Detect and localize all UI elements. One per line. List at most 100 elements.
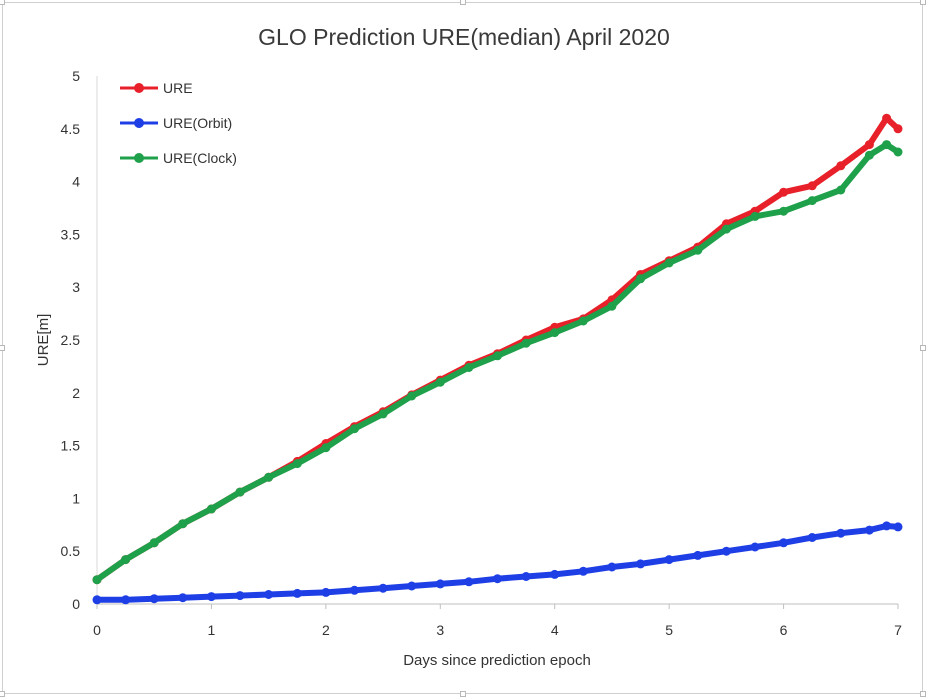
data-point [464,363,474,372]
resize-handle-right[interactable] [920,345,926,351]
x-tick-label: 7 [894,622,902,638]
legend-swatch-marker [134,118,144,128]
data-point [882,521,892,531]
legend-label: URE(Orbit) [163,115,232,131]
data-point [664,555,674,565]
data-point [779,206,789,216]
data-point [664,258,674,268]
data-point [882,113,892,123]
data-point [292,588,302,598]
data-point [550,328,560,338]
data-point [693,550,703,560]
y-axis-ticks: 0 0.5 1 1.5 2 2.5 3 3.5 4 4.5 5 [61,68,81,612]
y-tick-label: 4.5 [61,121,81,137]
data-point [350,585,359,595]
resize-handle-top-left[interactable] [0,0,5,5]
data-point [864,140,874,150]
resize-handle-bottom-right[interactable] [920,691,926,697]
data-point [435,377,445,387]
data-point [235,487,245,497]
data-point [636,559,645,569]
data-point [807,196,817,206]
legend-label: URE(Clock) [163,150,237,166]
series-line [94,522,901,603]
x-axis-ticks: 0 1 2 3 4 5 6 7 [93,604,902,638]
series-ure-orbit- [92,521,903,605]
data-point [521,338,531,348]
data-point [893,147,903,157]
data-point [493,351,502,361]
x-tick-label: 3 [436,622,444,638]
data-point [350,424,359,434]
x-tick-label: 4 [551,622,559,638]
data-point [264,472,274,482]
data-point [836,161,846,171]
data-point [578,566,588,576]
data-point [178,593,188,603]
data-point [121,555,131,565]
legend-item: URE(Clock) [120,150,237,166]
data-point [206,504,216,514]
data-point [321,443,331,453]
data-point [836,185,846,195]
data-point [607,562,617,572]
data-point [521,572,531,581]
series-layer [92,113,903,605]
data-point [779,538,789,548]
data-point [407,391,417,401]
legend-item: URE [120,80,193,96]
data-point [807,533,817,542]
chart-title: GLO Prediction URE(median) April 2020 [258,24,670,50]
data-point [893,522,903,532]
series-line [94,141,901,583]
series-ure [92,113,903,585]
data-point [149,594,159,604]
data-point [149,538,159,548]
x-tick-label: 0 [93,622,101,638]
data-point [750,542,760,552]
y-tick-label: 3.5 [61,226,81,242]
legend-swatch-marker [134,153,144,163]
data-point [807,181,817,191]
y-tick-label: 0 [72,596,80,612]
legend-label: URE [163,80,193,96]
y-tick-label: 5 [72,68,80,84]
x-axis-label: Days since prediction epoch [403,652,591,669]
resize-handle-top-right[interactable] [920,0,926,5]
y-tick-label: 0.5 [61,543,81,559]
data-point [264,590,274,599]
data-point [378,409,388,419]
data-point [435,579,445,589]
y-tick-label: 4 [72,174,80,190]
data-point [864,525,874,535]
data-point [636,274,645,284]
series-ure-clock- [92,140,903,585]
x-tick-label: 5 [665,622,673,638]
data-point [235,591,245,601]
data-point [121,595,131,605]
data-point [578,316,588,326]
resize-handle-left[interactable] [0,345,5,351]
data-point [721,224,731,234]
y-tick-label: 2.5 [61,332,81,348]
resize-handle-bottom[interactable] [460,691,466,697]
y-tick-label: 3 [72,279,80,295]
x-tick-label: 2 [322,622,330,638]
y-axis-label: URE[m] [35,314,52,367]
resize-handle-bottom-left[interactable] [0,691,5,697]
x-tick-label: 6 [780,622,788,638]
legend-item: URE(Orbit) [120,115,232,131]
series-line [94,115,901,583]
x-tick-label: 1 [208,622,216,638]
data-point [693,245,703,255]
data-point [836,528,846,538]
data-point [550,569,560,579]
data-point [607,301,617,311]
data-point [178,519,188,529]
data-point [206,592,216,602]
data-point [464,577,474,587]
data-point [378,583,388,593]
resize-handle-top[interactable] [460,0,466,5]
data-point [407,581,417,591]
